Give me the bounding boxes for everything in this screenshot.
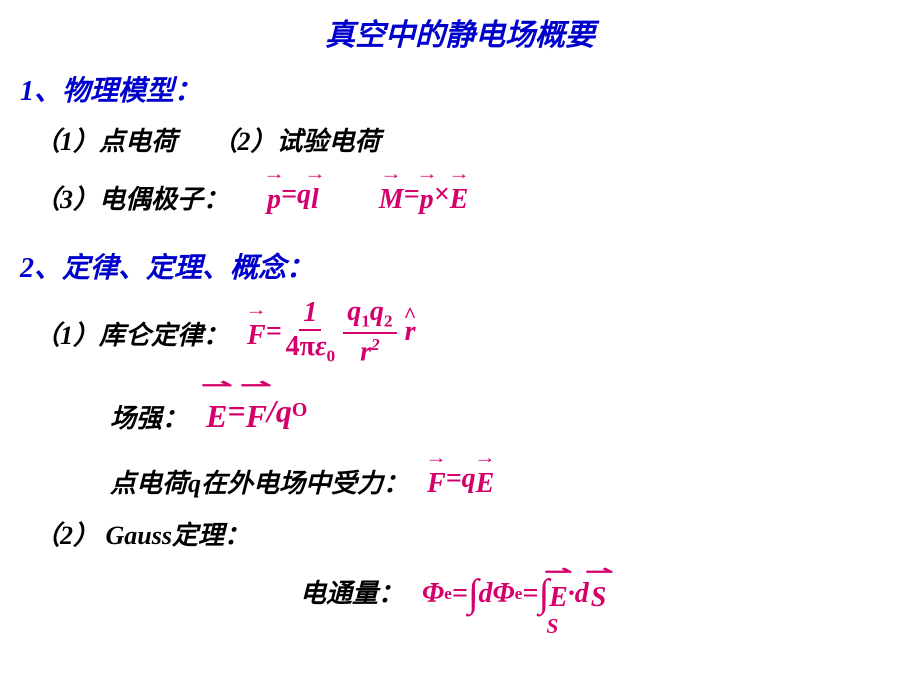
section1-dipole-row: （3）电偶极子： p = ql M = p × E bbox=[34, 168, 900, 223]
slide-title: 真空中的静电场概要 bbox=[20, 12, 900, 60]
fieldstrength-label: 场强： bbox=[110, 398, 188, 440]
dipole-label: （3）电偶极子： bbox=[34, 179, 229, 221]
section2-heading: 2、定律、定理、概念： bbox=[20, 247, 900, 292]
formula-torque: M = p × E bbox=[379, 168, 469, 223]
flux-label: 电通量： bbox=[300, 573, 404, 615]
item-point-charge: （1）点电荷 bbox=[34, 127, 177, 156]
section1-items-row1: （1）点电荷 （2）试验电荷 bbox=[34, 121, 900, 163]
formula-coulomb: F = 1 4πε0 q1q2 r2 r bbox=[247, 298, 415, 366]
coulomb-label: （1）库仑定律： bbox=[34, 315, 229, 357]
fieldstrength-row: 场强： E = F / qO bbox=[110, 380, 900, 442]
formula-force-on-charge: F = qE bbox=[427, 452, 494, 507]
flux-row: 电通量： Φe = ∫ dΦe = ∫S E · dS bbox=[300, 563, 900, 626]
formula-dipole-moment: p = ql bbox=[267, 168, 319, 223]
force-row: 点电荷q在外电场中受力： F = qE bbox=[110, 452, 900, 507]
formula-field-strength: E = F / qO bbox=[206, 380, 307, 442]
item-test-charge: （2）试验电荷 bbox=[212, 127, 381, 156]
section1-heading: 1、物理模型： bbox=[20, 70, 900, 115]
force-label: 点电荷q在外电场中受力： bbox=[110, 463, 409, 505]
coulomb-row: （1）库仑定律： F = 1 4πε0 q1q2 r2 r bbox=[34, 298, 900, 366]
formula-electric-flux: Φe = ∫ dΦe = ∫S E · dS bbox=[422, 563, 606, 626]
gauss-label: （2） Gauss定理： bbox=[34, 515, 900, 557]
